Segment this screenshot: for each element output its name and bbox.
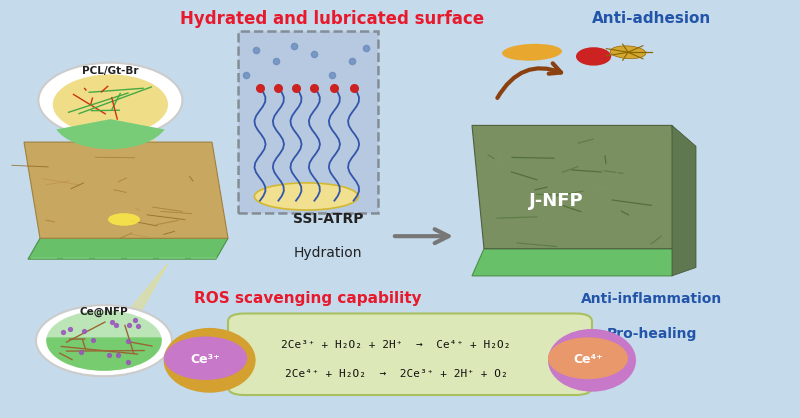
- Text: Hydrated and lubricated surface: Hydrated and lubricated surface: [180, 10, 484, 28]
- Ellipse shape: [254, 183, 358, 210]
- Ellipse shape: [548, 329, 636, 392]
- Text: SSI-ATRP: SSI-ATRP: [293, 212, 363, 227]
- Circle shape: [576, 47, 611, 66]
- FancyBboxPatch shape: [238, 31, 378, 213]
- Ellipse shape: [164, 328, 256, 393]
- Text: J-NFP: J-NFP: [529, 191, 583, 210]
- Ellipse shape: [108, 213, 140, 226]
- Text: Ce⁴⁺: Ce⁴⁺: [573, 352, 603, 366]
- Wedge shape: [56, 119, 165, 149]
- Circle shape: [164, 336, 247, 380]
- Text: Anti-adhesion: Anti-adhesion: [592, 11, 712, 26]
- Text: PCL/Gt-Br: PCL/Gt-Br: [82, 66, 138, 76]
- Polygon shape: [672, 125, 696, 276]
- FancyBboxPatch shape: [228, 314, 592, 395]
- Circle shape: [38, 63, 182, 138]
- Circle shape: [53, 74, 168, 135]
- Circle shape: [46, 311, 162, 371]
- Polygon shape: [110, 100, 168, 159]
- Text: Pro-healing: Pro-healing: [607, 327, 697, 342]
- Wedge shape: [46, 307, 162, 337]
- Text: ROS scavenging capability: ROS scavenging capability: [194, 291, 422, 306]
- Polygon shape: [472, 125, 684, 249]
- Polygon shape: [28, 238, 228, 259]
- Ellipse shape: [610, 46, 646, 59]
- Polygon shape: [104, 263, 168, 341]
- Polygon shape: [472, 249, 684, 276]
- Text: Ce³⁺: Ce³⁺: [190, 352, 221, 366]
- Ellipse shape: [502, 44, 562, 61]
- Text: Ce@NFP: Ce@NFP: [80, 307, 128, 317]
- Circle shape: [36, 305, 172, 376]
- Text: 2Ce³⁺ + H₂O₂ + 2H⁺  →  Ce⁴⁺ + H₂O₂: 2Ce³⁺ + H₂O₂ + 2H⁺ → Ce⁴⁺ + H₂O₂: [282, 340, 510, 350]
- Text: 2Ce⁴⁺ + H₂O₂  →  2Ce³⁺ + 2H⁺ + O₂: 2Ce⁴⁺ + H₂O₂ → 2Ce³⁺ + 2H⁺ + O₂: [285, 369, 507, 379]
- Text: Anti-inflammation: Anti-inflammation: [582, 292, 722, 306]
- Text: Hydration: Hydration: [294, 246, 362, 260]
- Polygon shape: [24, 142, 228, 238]
- Circle shape: [548, 337, 628, 379]
